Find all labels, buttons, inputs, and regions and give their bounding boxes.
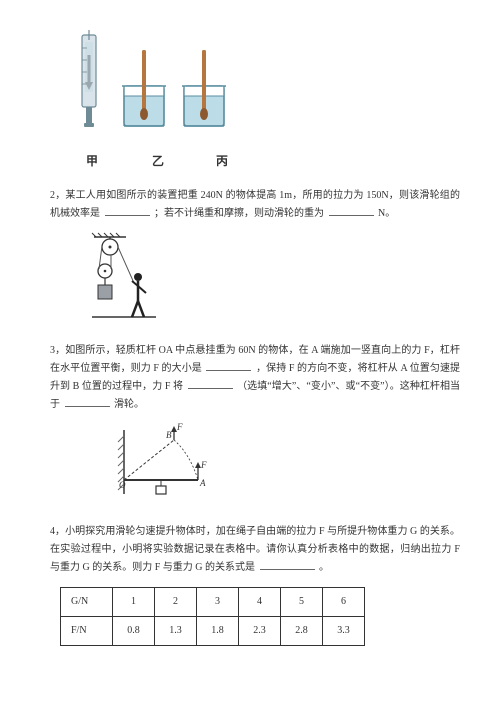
blank-force-change: [188, 380, 233, 389]
data-table: G/N 1 2 3 4 5 6 F/N 0.8 1.3 1.8 2.3 2.8 …: [60, 587, 365, 646]
blank-efficiency: [105, 207, 150, 216]
cell-f-4: 2.8: [281, 616, 323, 645]
problem2-suffix: N。: [378, 208, 395, 219]
row-header-f: F/N: [61, 616, 113, 645]
cell-f-2: 1.8: [197, 616, 239, 645]
cell-g-2: 3: [197, 587, 239, 616]
label-bing: 丙: [200, 151, 244, 173]
cell-f-1: 1.3: [155, 616, 197, 645]
problem2-mid: ；若不计绳重和摩擦，则动滑轮的重为: [154, 208, 324, 219]
problem-3: 3，如图所示，轻质杠杆 OA 中点悬挂重为 60N 的物体，在 A 端施加一竖直…: [50, 342, 460, 414]
figure-lever: O A B F F: [110, 422, 460, 509]
label-yi: 乙: [136, 151, 180, 173]
lever-svg: O A B F F: [110, 422, 220, 502]
blank-force-f: [206, 362, 251, 371]
figure-pulley-system: [90, 231, 460, 328]
blank-pulley-weight: [329, 207, 374, 216]
problem4-part1: 4，小明探究用滑轮匀速提升物体时，加在绳子自由端的拉力 F 与所提升物体重力 G…: [50, 526, 460, 573]
cell-g-4: 5: [281, 587, 323, 616]
blank-pulley-type: [65, 398, 110, 407]
cell-g-0: 1: [113, 587, 155, 616]
figure1-labels: 甲 乙 丙: [70, 151, 460, 173]
cell-f-0: 0.8: [113, 616, 155, 645]
label-O: O: [119, 480, 126, 490]
problem-4: 4，小明探究用滑轮匀速提升物体时，加在绳子自由端的拉力 F 与所提升物体重力 G…: [50, 523, 460, 577]
cell-g-1: 2: [155, 587, 197, 616]
label-A: A: [199, 478, 206, 488]
label-jia: 甲: [70, 151, 114, 173]
label-B: B: [166, 430, 172, 440]
cell-g-3: 4: [239, 587, 281, 616]
cell-g-5: 6: [323, 587, 365, 616]
table-row: F/N 0.8 1.3 1.8 2.3 2.8 3.3: [61, 616, 365, 645]
cell-f-5: 3.3: [323, 616, 365, 645]
beakers-svg: [60, 30, 240, 140]
figure-syringe-beakers: 甲 乙 丙: [60, 30, 460, 173]
table-row: G/N 1 2 3 4 5 6: [61, 587, 365, 616]
pulley-svg: [90, 231, 160, 321]
problem4-part2: 。: [319, 562, 329, 573]
label-F2: F: [176, 422, 183, 432]
problem3-part4: 滑轮。: [114, 399, 144, 410]
cell-f-3: 2.3: [239, 616, 281, 645]
row-header-g: G/N: [61, 587, 113, 616]
problem-2: 2，某工人用如图所示的装置把重 240N 的物体提高 1m，所用的拉力为 150…: [50, 187, 460, 223]
blank-relation: [260, 561, 315, 570]
label-F1: F: [200, 460, 207, 470]
